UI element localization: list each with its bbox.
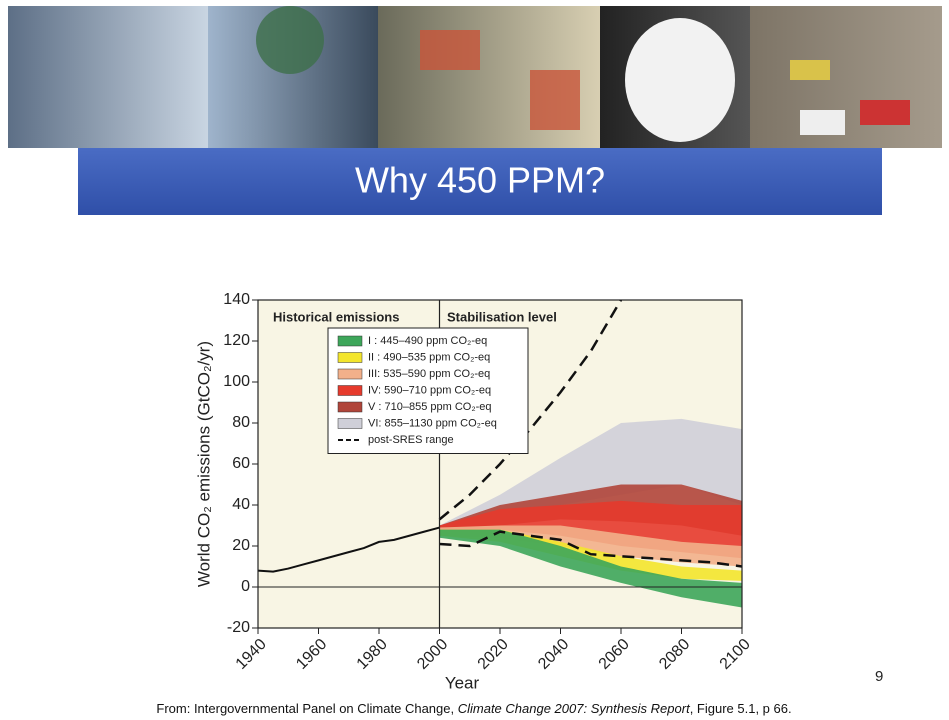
x-tick-label: 2060 [596, 636, 633, 673]
legend-swatch [338, 336, 362, 346]
legend-swatch [338, 419, 362, 429]
footer-italic: Climate Change 2007: Synthesis Report [458, 701, 691, 716]
footer: From: Intergovernmental Panel on Climate… [156, 701, 791, 716]
legend-swatch [338, 402, 362, 412]
legend-label: III: 535–590 ppm CO₂-eq [368, 368, 490, 380]
legend-swatch [338, 386, 362, 396]
legend-swatch [338, 353, 362, 363]
slide-title: Why 450 PPM? [355, 160, 605, 201]
x-tick-label: 2020 [475, 636, 512, 673]
y-tick-label: 120 [223, 332, 250, 349]
footer-prefix: From: Intergovernmental Panel on Climate… [156, 701, 457, 716]
x-tick-label: 2100 [717, 636, 754, 673]
y-tick-label: -20 [227, 619, 250, 636]
footer-suffix: , Figure 5.1, p 66. [690, 701, 792, 716]
x-tick-label: 1980 [354, 636, 391, 673]
y-tick-label: 80 [232, 414, 250, 431]
annotation: Historical emissions [273, 309, 399, 324]
legend-label: I : 445–490 ppm CO₂-eq [368, 335, 487, 347]
x-tick-label: 2080 [656, 636, 693, 673]
legend-label: post-SRES range [368, 434, 454, 446]
legend-label: VI: 855–1130 ppm CO₂-eq [368, 417, 497, 429]
legend-label: IV: 590–710 ppm CO₂-eq [368, 384, 491, 396]
banner [8, 6, 942, 148]
y-tick-label: 100 [223, 373, 250, 390]
legend-label: V : 710–855 ppm CO₂-eq [368, 401, 492, 413]
page-number: 9 [875, 668, 883, 685]
x-axis-label: Year [445, 673, 480, 692]
x-tick-label: 2040 [535, 636, 572, 673]
annotation: Stabilisation level [447, 309, 557, 324]
x-tick-label: 1940 [233, 636, 270, 673]
y-tick-label: 140 [223, 291, 250, 308]
y-tick-label: 40 [232, 496, 250, 513]
slide: Why 450 PPM? -20020406080100120140194019… [0, 0, 949, 720]
y-axis-label: World CO₂ emissions (GtCO₂/yr) [194, 341, 213, 587]
x-tick-label: 2000 [414, 636, 451, 673]
legend-swatch [338, 369, 362, 379]
x-tick-label: 1960 [293, 636, 330, 673]
y-tick-label: 20 [232, 537, 250, 554]
y-tick-label: 60 [232, 455, 250, 472]
y-tick-label: 0 [241, 578, 250, 595]
legend-label: II : 490–535 ppm CO₂-eq [368, 351, 490, 363]
